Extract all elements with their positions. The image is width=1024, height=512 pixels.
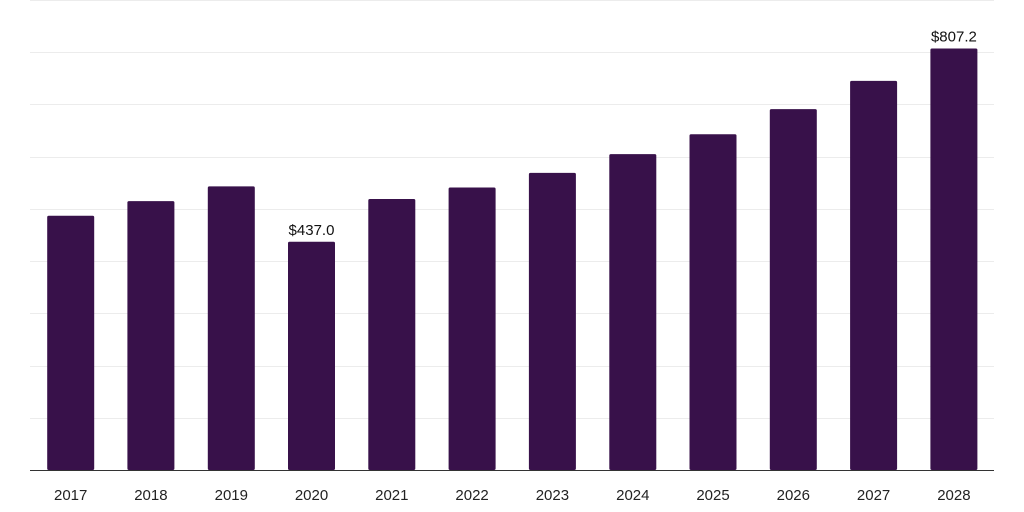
bar-2017[interactable]	[47, 215, 95, 470]
bar-2026[interactable]	[769, 109, 817, 470]
x-tick-label-2021: 2021	[375, 487, 408, 504]
gridlines	[30, 0, 994, 419]
x-tick-label-2025: 2025	[696, 487, 729, 504]
x-tick-label-2026: 2026	[777, 487, 810, 504]
x-tick-label-2017: 2017	[54, 487, 87, 504]
x-tick-label-2023: 2023	[536, 487, 569, 504]
bar-2023[interactable]	[528, 172, 576, 470]
bar-2025[interactable]	[689, 134, 737, 470]
bar-2027[interactable]	[850, 80, 898, 471]
bar-2022[interactable]	[448, 187, 496, 471]
bar-2021[interactable]	[368, 199, 416, 470]
x-tick-label-2027: 2027	[857, 487, 890, 504]
bar-2018[interactable]	[127, 201, 175, 470]
data-label-2020: $437.0	[289, 222, 335, 239]
bar-2020[interactable]	[288, 241, 335, 470]
x-tick-label-2028: 2028	[937, 487, 970, 504]
data-labels: $437.0 $807.2	[289, 29, 977, 239]
x-tick-label-2018: 2018	[134, 487, 167, 504]
data-label-2028: $807.2	[931, 29, 977, 46]
x-tick-label-2024: 2024	[616, 487, 649, 504]
x-tick-label-2022: 2022	[455, 487, 488, 504]
bar-2028[interactable]	[930, 48, 978, 471]
x-axis-tick-labels: 2017 2018 2019 2020 2021 2022 2023 2024 2025 2026…	[54, 487, 971, 504]
bars	[47, 48, 978, 471]
bar-2019[interactable]	[207, 186, 255, 470]
x-tick-label-2019: 2019	[215, 487, 248, 504]
bar-2024[interactable]	[609, 154, 657, 470]
x-tick-label-2020: 2020	[295, 487, 328, 504]
